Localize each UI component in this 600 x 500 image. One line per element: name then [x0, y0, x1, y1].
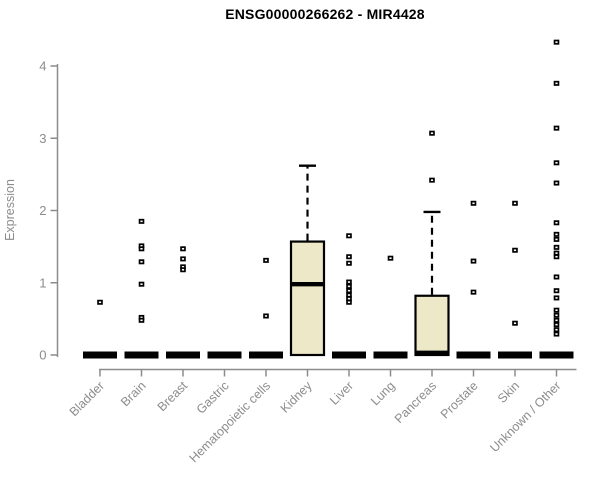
outlier-point-center: [555, 246, 558, 249]
outlier-point-center: [555, 289, 558, 292]
boxplot-gastric: [207, 351, 242, 359]
outlier-point-center: [555, 252, 558, 254]
outlier-point-center: [555, 276, 558, 278]
outlier-point-center: [264, 259, 268, 262]
collapsed-box: [373, 351, 408, 359]
y-tick-label: 3: [39, 131, 46, 146]
outlier-point-center: [181, 266, 185, 268]
collapsed-box: [539, 351, 574, 359]
outlier-point-center: [140, 316, 143, 319]
x-tick-label-skin: Skin: [495, 379, 522, 406]
x-tick-label-breast: Breast: [155, 378, 191, 414]
x-tick-label-liver: Liver: [327, 379, 356, 408]
outlier-point-center: [181, 247, 185, 250]
outlier-point-center: [472, 260, 475, 262]
outlier-point-center: [555, 323, 558, 326]
boxplot-prostate: [456, 200, 491, 359]
x-tick-label-prostate: Prostate: [438, 379, 481, 422]
box: [289, 240, 326, 357]
x-tick-label-bladder: Bladder: [67, 379, 107, 419]
outlier-point-center: [555, 333, 558, 335]
outlier-point-center: [140, 260, 143, 263]
outlier-point-center: [513, 202, 517, 205]
collapsed-box: [456, 351, 491, 359]
outlier-point-center: [181, 258, 185, 260]
outlier-point-center: [181, 268, 185, 271]
x-tick-label-lung: Lung: [368, 379, 398, 409]
outlier-point-center: [555, 182, 558, 184]
outlier-point-center: [430, 179, 434, 181]
outlier-point-center: [555, 309, 558, 312]
boxplot-skin: [498, 200, 532, 359]
outlier-point-center: [140, 245, 143, 247]
x-tick-label-hematopoietic-cells: Hematopoietic cells: [187, 379, 274, 466]
y-axis-title: Expression: [3, 179, 17, 241]
collapsed-box: [207, 351, 242, 359]
collapsed-box: [498, 351, 532, 359]
outlier-point-center: [472, 291, 475, 293]
x-tick-label-pancreas: Pancreas: [392, 379, 439, 426]
x-tick-label-brain: Brain: [118, 379, 149, 410]
y-tick-label: 2: [39, 203, 46, 218]
collapsed-box: [83, 351, 117, 359]
collapsed-box: [124, 351, 159, 359]
chart-title: ENSG00000266262 - MIR4428: [225, 6, 425, 22]
outlier-point-center: [98, 301, 102, 304]
outlier-point-center: [513, 249, 517, 252]
outlier-point-center: [555, 233, 558, 236]
collapsed-box: [166, 351, 200, 359]
collapsed-box: [249, 351, 283, 359]
boxplot-lung: [373, 255, 408, 359]
outlier-point-center: [555, 162, 558, 164]
y-tick-label: 1: [39, 275, 46, 290]
boxplot-brain: [124, 218, 159, 359]
outlier-point-center: [555, 297, 558, 299]
boxplot-hematopoietic-cells: [249, 257, 283, 359]
outlier-point-center: [347, 255, 351, 258]
outlier-point-center: [347, 294, 351, 296]
outlier-point-center: [347, 234, 351, 237]
x-tick-label-unknown-other: Unknown / Other: [487, 379, 563, 455]
box: [414, 294, 450, 357]
outlier-point-center: [555, 238, 558, 241]
outlier-point-center: [555, 319, 558, 322]
outlier-point-center: [347, 297, 351, 300]
outlier-point-center: [140, 220, 143, 223]
outlier-point-center: [555, 41, 558, 43]
outlier-point-center: [140, 247, 143, 250]
outlier-point-center: [513, 322, 517, 325]
y-tick-label: 4: [39, 59, 46, 74]
outlier-point-center: [264, 315, 268, 317]
outlier-point-center: [389, 257, 392, 259]
boxplot-liver: [332, 233, 366, 359]
collapsed-box: [332, 351, 366, 359]
boxplot-bladder: [83, 299, 117, 359]
y-tick-label: 0: [39, 348, 46, 363]
x-tick-label-gastric: Gastric: [194, 379, 232, 417]
outlier-point-center: [347, 262, 351, 265]
outlier-point-center: [430, 132, 434, 134]
boxplot-unknown-other: [539, 39, 574, 359]
outlier-point-center: [347, 285, 351, 288]
boxplot-breast: [166, 246, 200, 359]
outlier-point-center: [347, 289, 351, 292]
outlier-point-center: [555, 314, 558, 317]
outlier-point-center: [347, 301, 351, 304]
outlier-point-center: [555, 328, 558, 331]
boxplot-kidney: [289, 164, 326, 357]
outlier-point-center: [140, 283, 143, 285]
x-tick-label-kidney: Kidney: [278, 378, 315, 415]
outlier-point-center: [140, 319, 143, 322]
outlier-point-center: [472, 202, 475, 205]
outlier-point-center: [555, 255, 558, 258]
boxplot-pancreas: [414, 130, 450, 357]
outlier-point-center: [555, 82, 558, 85]
outlier-point-center: [555, 221, 558, 224]
outlier-point-center: [555, 127, 558, 129]
outlier-point-center: [347, 281, 351, 283]
